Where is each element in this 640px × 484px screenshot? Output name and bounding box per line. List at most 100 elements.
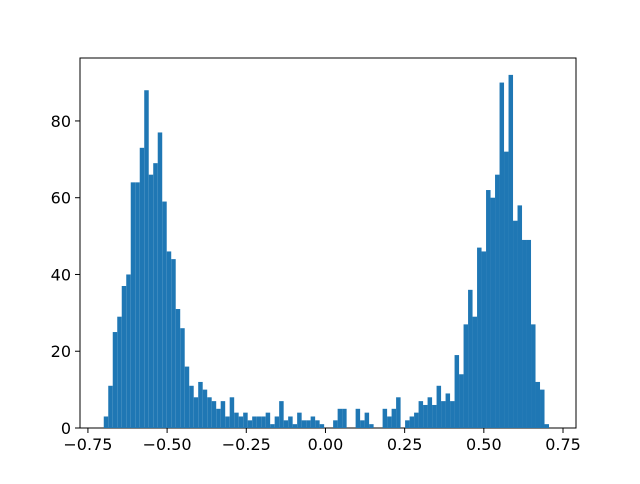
- bar: [243, 412, 248, 428]
- x-tick-label: 0.00: [308, 435, 344, 454]
- bar: [450, 401, 455, 428]
- bar: [468, 289, 473, 428]
- bar: [193, 397, 199, 428]
- bar: [265, 412, 271, 428]
- bar: [184, 366, 190, 428]
- bar: [135, 182, 140, 428]
- bar: [220, 401, 226, 428]
- bar: [360, 420, 365, 428]
- bar: [175, 309, 181, 428]
- bar: [513, 220, 518, 428]
- bar: [234, 412, 239, 428]
- bar: [477, 247, 482, 428]
- bar: [225, 416, 230, 428]
- bar: [153, 163, 158, 429]
- bar: [369, 424, 374, 428]
- x-tick-label: 0.50: [466, 435, 502, 454]
- bar: [544, 424, 550, 428]
- bar: [121, 285, 127, 428]
- bar: [427, 397, 433, 428]
- bar: [256, 416, 262, 428]
- y-tick-label: 60: [51, 189, 71, 208]
- plot-frame: [79, 57, 577, 429]
- bar: [364, 412, 370, 428]
- bar: [229, 397, 235, 428]
- bar: [279, 401, 284, 428]
- bar: [216, 408, 221, 428]
- x-tick-label: −0.25: [222, 435, 271, 454]
- bar: [396, 397, 401, 428]
- bar: [207, 397, 212, 428]
- y-tick-label: 20: [51, 342, 71, 361]
- bar: [391, 408, 397, 428]
- bar: [490, 197, 496, 428]
- bar: [144, 90, 149, 428]
- bar: [504, 151, 509, 428]
- bar: [238, 416, 244, 428]
- bar: [405, 420, 410, 428]
- bar: [337, 408, 343, 428]
- bar: [283, 420, 289, 428]
- bar: [189, 385, 194, 428]
- bar: [540, 389, 545, 428]
- bar: [387, 416, 392, 428]
- bar: [252, 416, 257, 428]
- bar: [319, 424, 325, 428]
- bar: [333, 420, 338, 428]
- x-tick-label: −0.75: [63, 435, 112, 454]
- x-tick-label: −0.50: [143, 435, 192, 454]
- bar: [414, 412, 419, 428]
- bar: [432, 404, 437, 428]
- bar: [117, 316, 122, 428]
- bar: [297, 412, 302, 428]
- bar: [382, 408, 388, 428]
- bar: [198, 381, 203, 428]
- bar: [130, 182, 136, 428]
- bar: [288, 416, 293, 428]
- bar: [486, 190, 491, 428]
- bar: [310, 416, 316, 428]
- x-tick-label: 0.25: [387, 435, 423, 454]
- bar: [531, 324, 536, 428]
- bar: [108, 385, 113, 428]
- bar: [139, 147, 145, 428]
- bar: [162, 201, 167, 428]
- bar: [247, 420, 253, 428]
- bar: [535, 381, 541, 428]
- bar: [126, 274, 131, 428]
- bar: [301, 420, 307, 428]
- bar: [292, 424, 298, 428]
- bar: [306, 420, 311, 428]
- bar: [459, 374, 464, 428]
- bar: [211, 401, 217, 428]
- bar: [495, 174, 500, 428]
- bar: [499, 82, 505, 428]
- bar: [112, 332, 118, 428]
- x-tick-label: 0.75: [545, 435, 581, 454]
- bar: [522, 239, 527, 428]
- bar: [441, 401, 446, 428]
- y-tick-label: 80: [51, 112, 71, 131]
- bar: [342, 408, 347, 428]
- y-tick-label: 0: [61, 419, 71, 438]
- bar: [463, 324, 469, 428]
- bar: [481, 251, 487, 428]
- bar: [202, 389, 208, 428]
- bar: [148, 174, 154, 428]
- bar: [157, 132, 163, 429]
- bar: [508, 74, 514, 428]
- bar: [445, 393, 451, 428]
- bar: [526, 239, 532, 428]
- bar: [517, 205, 523, 428]
- bar: [103, 416, 109, 428]
- bar: [355, 408, 361, 428]
- bar: [274, 416, 280, 428]
- bar: [261, 416, 266, 428]
- bar: [423, 404, 428, 428]
- bar: [472, 316, 478, 428]
- bar: [270, 424, 275, 428]
- bar: [436, 385, 442, 428]
- bar: [409, 416, 415, 428]
- bar: [315, 420, 320, 428]
